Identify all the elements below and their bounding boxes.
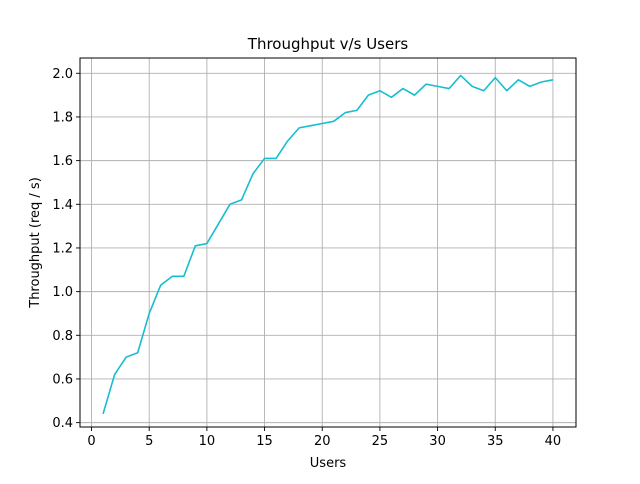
- data-point: [424, 83, 427, 86]
- data-point: [148, 312, 151, 315]
- data-point: [344, 111, 347, 114]
- data-point: [113, 373, 116, 376]
- data-point: [321, 122, 324, 125]
- x-tick-label: 30: [429, 434, 446, 449]
- data-point: [182, 275, 185, 278]
- data-point: [355, 109, 358, 112]
- data-point: [517, 78, 520, 81]
- plot-frame: [79, 57, 577, 428]
- x-tick-label: 15: [256, 434, 273, 449]
- x-tick-label: 25: [372, 434, 389, 449]
- data-point: [125, 356, 128, 359]
- throughput-series-line: [102, 74, 554, 415]
- data-point: [482, 89, 485, 92]
- data-point: [240, 198, 243, 201]
- data-point: [378, 89, 381, 92]
- data-point: [286, 139, 289, 142]
- x-tick-label: 35: [487, 434, 504, 449]
- data-point: [528, 85, 531, 88]
- data-point: [101, 412, 104, 415]
- data-point: [471, 85, 474, 88]
- grid-lines: [80, 58, 576, 427]
- y-tick-label: 0.4: [52, 416, 73, 431]
- data-point: [436, 85, 439, 88]
- y-tick-label: 2.0: [52, 67, 73, 82]
- data-point: [367, 94, 370, 97]
- axis-ticks: 0 5 10 15 20 25 30 35 40 0.4 0.6 0.8 1.0 1.2 1.4 1.6 1.8…: [52, 67, 561, 449]
- data-point: [332, 120, 335, 123]
- data-point: [448, 87, 451, 90]
- data-point: [205, 242, 208, 245]
- series-layer: [101, 74, 554, 415]
- data-point: [274, 157, 277, 160]
- data-point: [309, 124, 312, 127]
- data-point: [540, 80, 543, 83]
- data-point: [217, 222, 220, 225]
- data-point: [136, 351, 139, 354]
- y-tick-label: 1.4: [52, 198, 73, 213]
- y-axis-label: Throughput (req / s): [28, 177, 43, 309]
- y-tick-label: 1.6: [52, 154, 73, 169]
- x-tick-label: 0: [87, 434, 95, 449]
- y-tick-label: 1.2: [52, 241, 73, 256]
- data-point: [171, 275, 174, 278]
- data-point: [505, 89, 508, 92]
- y-tick-label: 1.0: [52, 285, 73, 300]
- chart-title: Throughput v/s Users: [247, 35, 409, 53]
- data-point: [263, 157, 266, 160]
- y-tick-label: 0.8: [52, 329, 73, 344]
- data-point: [551, 78, 554, 81]
- data-point: [390, 96, 393, 99]
- data-point: [298, 126, 301, 129]
- data-point: [494, 76, 497, 79]
- data-point: [228, 203, 231, 206]
- data-point: [251, 172, 254, 175]
- data-point: [413, 94, 416, 97]
- y-tick-label: 0.6: [52, 372, 73, 387]
- data-point: [401, 87, 404, 90]
- data-point: [159, 283, 162, 286]
- x-tick-label: 5: [145, 434, 153, 449]
- x-tick-label: 20: [314, 434, 331, 449]
- x-tick-label: 40: [545, 434, 562, 449]
- x-tick-label: 10: [199, 434, 216, 449]
- data-point: [459, 74, 462, 77]
- data-point: [194, 244, 197, 247]
- y-tick-label: 1.8: [52, 110, 73, 125]
- x-axis-label: Users: [310, 456, 347, 471]
